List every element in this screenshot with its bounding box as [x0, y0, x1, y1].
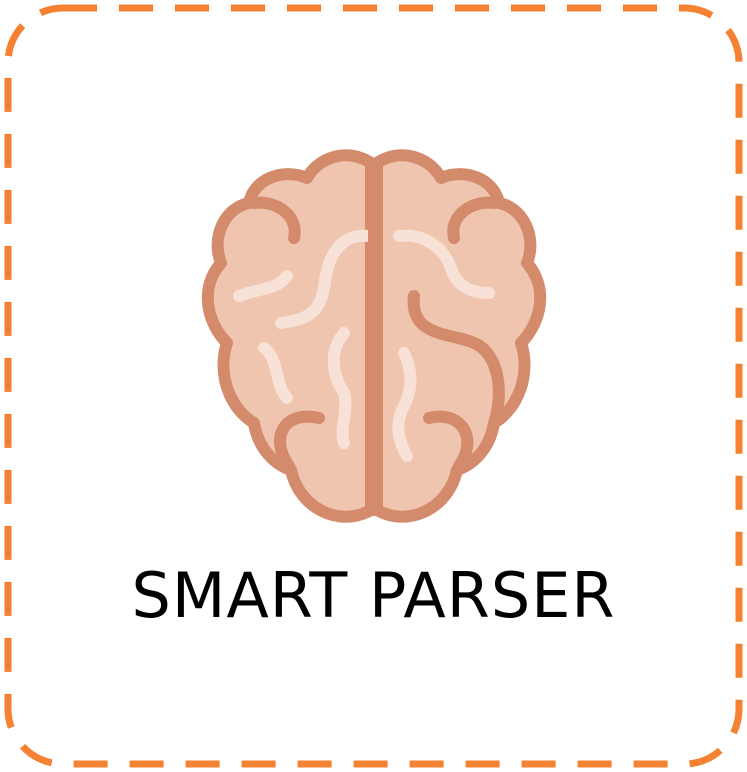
brain-icon	[201, 149, 547, 523]
card-title: SMART PARSER	[131, 559, 616, 632]
